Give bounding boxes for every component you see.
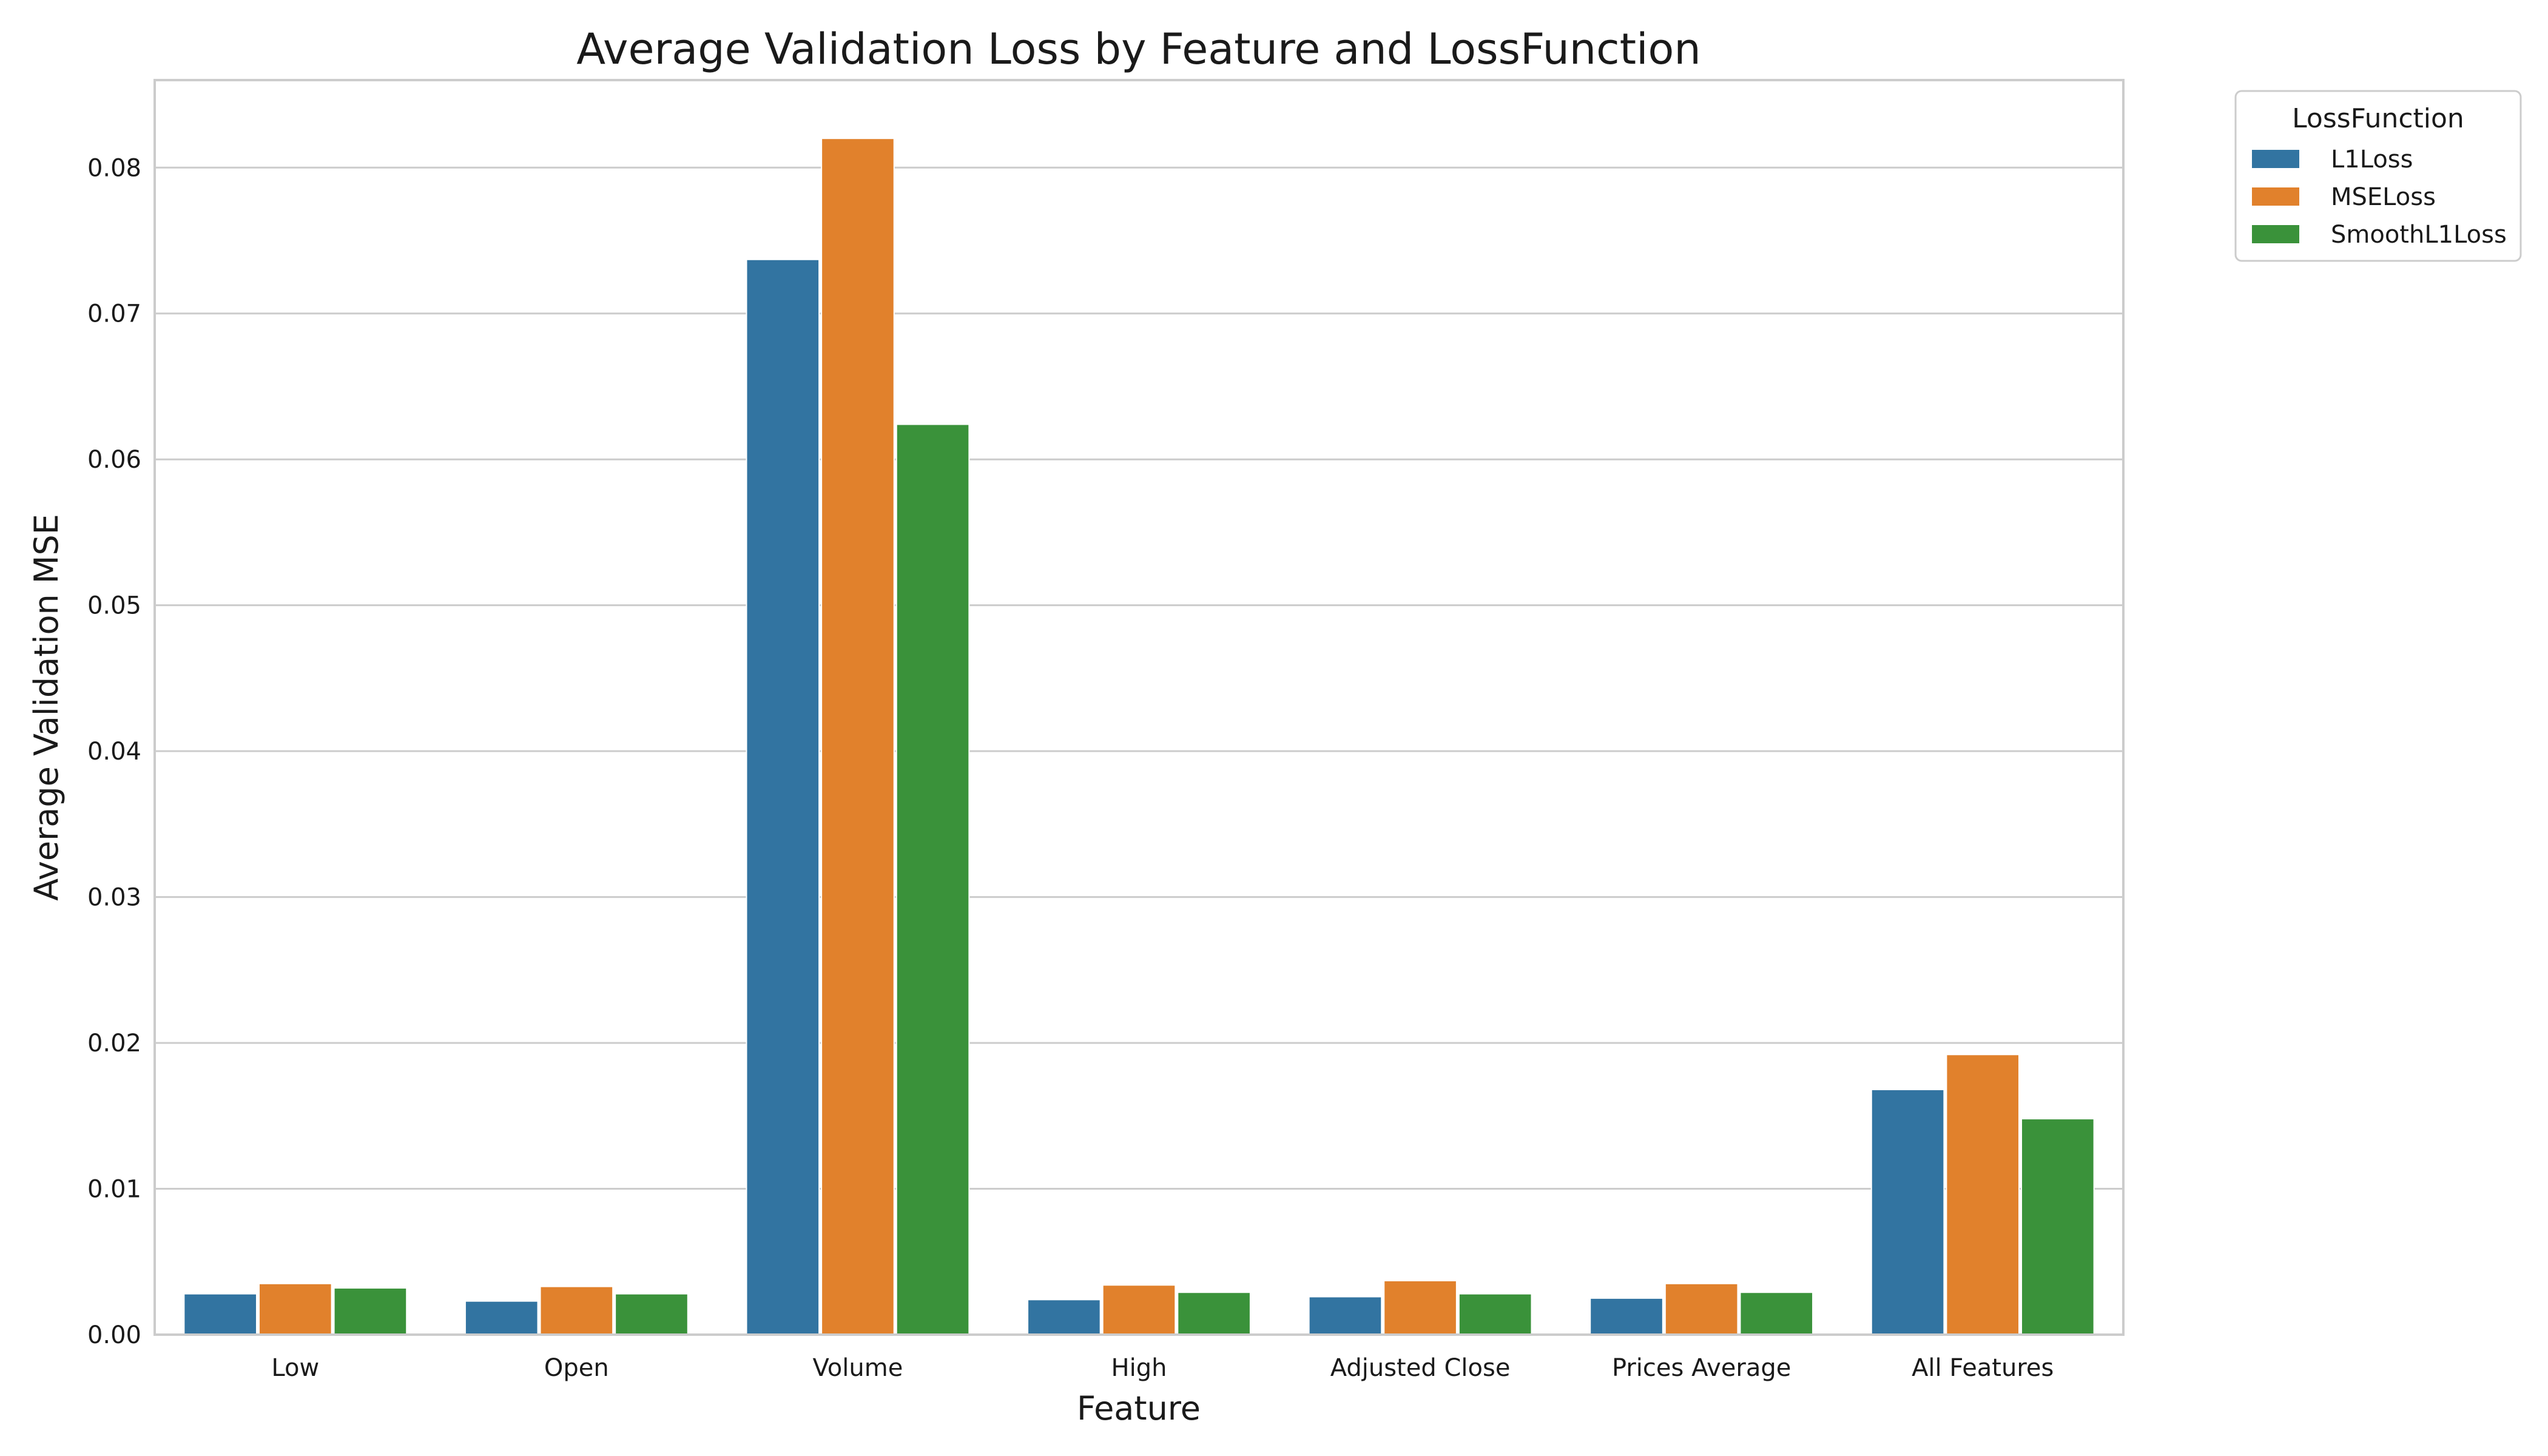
bars (183, 138, 2095, 1336)
legend-frame (2234, 90, 2522, 262)
legend-swatch-l1loss (2252, 150, 2299, 168)
y-tick-label: 0.00 (87, 1321, 141, 1349)
bar-l1loss-6 (1870, 1089, 1945, 1335)
bar-l1loss-5 (1589, 1297, 1663, 1336)
chart-title: Average Validation Loss by Feature and L… (576, 24, 1701, 74)
bar-smoothl1loss-0 (333, 1287, 408, 1336)
x-axis-ticks: Low Open Volume High Adjusted Close Prices Av… (271, 1354, 2054, 1382)
bar-mseloss-6 (1946, 1054, 2020, 1336)
bar-smoothl1loss-5 (1739, 1292, 1814, 1336)
bar-mseloss-5 (1664, 1282, 1739, 1335)
y-axis-ticks: 0.00 0.01 0.02 0.03 0.04 0.05 0.06 0.07 0.08 (87, 154, 141, 1349)
legend: LossFunction L1Loss MSELoss SmoothL1Loss (2234, 90, 2522, 262)
plot-frame (153, 79, 2125, 1336)
legend-items: L1Loss MSELoss SmoothL1Loss (2252, 146, 2507, 249)
x-axis-label: Feature (1077, 1389, 1201, 1427)
legend-label-smoothl1loss: SmoothL1Loss (2331, 221, 2507, 249)
bar-smoothl1loss-6 (2021, 1118, 2095, 1335)
bar-smoothl1loss-2 (895, 423, 970, 1335)
bar-mseloss-2 (821, 138, 895, 1336)
bar-l1loss-2 (746, 258, 820, 1335)
bar-mseloss-0 (258, 1282, 332, 1335)
y-tick-label: 0.01 (87, 1176, 141, 1204)
legend-label-mseloss: MSELoss (2331, 183, 2436, 211)
y-tick-label: 0.02 (87, 1030, 141, 1057)
legend-swatch-mseloss (2252, 187, 2299, 206)
x-tick-label: Adjusted Close (1330, 1354, 1511, 1382)
x-tick-label: All Features (1912, 1354, 2054, 1382)
bar-l1loss-1 (464, 1300, 539, 1336)
y-tick-label: 0.05 (87, 592, 141, 620)
bar-l1loss-4 (1308, 1296, 1383, 1335)
y-tick-label: 0.08 (87, 154, 141, 182)
x-tick-label: Open (544, 1354, 609, 1382)
bar-smoothl1loss-4 (1458, 1293, 1532, 1335)
legend-title: LossFunction (2292, 103, 2464, 134)
y-tick-label: 0.06 (87, 446, 141, 474)
x-tick-label: Volume (813, 1354, 903, 1382)
y-tick-label: 0.04 (87, 738, 141, 766)
y-axis-label: Average Validation MSE (27, 514, 66, 901)
y-tick-label: 0.07 (87, 300, 141, 328)
bar-l1loss-0 (183, 1293, 257, 1335)
gridlines (155, 166, 2123, 1336)
x-tick-label: High (1111, 1354, 1167, 1382)
bar-l1loss-3 (1027, 1299, 1101, 1335)
y-tick-label: 0.03 (87, 884, 141, 912)
x-tick-label: Low (271, 1354, 319, 1382)
bar-smoothl1loss-3 (1177, 1292, 1251, 1336)
legend-swatch-smoothl1loss (2252, 225, 2299, 243)
bar-smoothl1loss-1 (615, 1293, 689, 1335)
x-tick-label: Prices Average (1612, 1354, 1791, 1382)
legend-label-l1loss: L1Loss (2331, 146, 2413, 174)
bar-mseloss-3 (1102, 1284, 1176, 1336)
bar-mseloss-4 (1383, 1280, 1457, 1335)
bar-mseloss-1 (539, 1286, 614, 1335)
